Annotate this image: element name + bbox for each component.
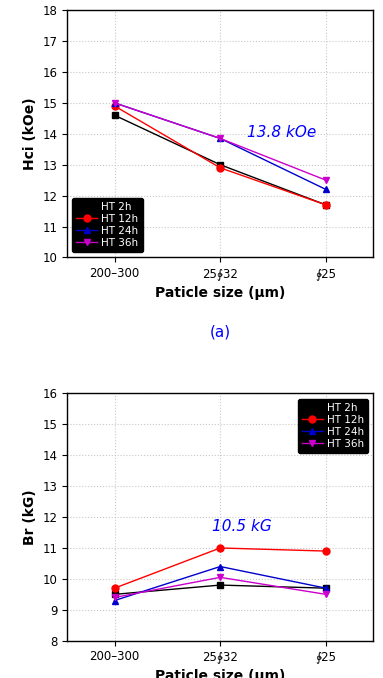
Text: 10.5 kG: 10.5 kG [212,519,272,534]
HT 2h [112,591,117,599]
Line: HT 24h: HT 24h [111,563,329,604]
HT 2h [218,161,223,169]
HT 36h [218,574,223,582]
Line: HT 24h: HT 24h [111,100,329,193]
HT 2h [112,111,117,119]
Line: HT 12h: HT 12h [111,102,329,208]
Line: HT 2h: HT 2h [111,582,329,598]
Line: HT 2h: HT 2h [111,112,329,208]
HT 12h [218,544,223,552]
HT 24h [112,597,117,605]
Line: HT 36h: HT 36h [111,574,329,601]
HT 36h [324,591,328,599]
HT 36h [324,176,328,184]
HT 12h [324,547,328,555]
Legend: HT 2h, HT 12h, HT 24h, HT 36h: HT 2h, HT 12h, HT 24h, HT 36h [298,399,368,453]
X-axis label: Paticle size (μm): Paticle size (μm) [155,669,285,678]
HT 12h [112,102,117,110]
HT 12h [218,163,223,172]
Y-axis label: Br (kG): Br (kG) [23,490,37,545]
HT 36h [112,99,117,107]
HT 2h [218,581,223,589]
HT 24h [112,99,117,107]
HT 12h [112,584,117,593]
X-axis label: Paticle size (μm): Paticle size (μm) [155,285,285,300]
HT 2h [324,584,328,593]
Legend: HT 2h, HT 12h, HT 24h, HT 36h: HT 2h, HT 12h, HT 24h, HT 36h [72,198,143,252]
Y-axis label: Hci (kOe): Hci (kOe) [23,98,37,170]
HT 24h [218,134,223,142]
HT 2h [324,201,328,209]
Line: HT 36h: HT 36h [111,100,329,184]
HT 24h [218,563,223,571]
Text: 13.8 kOe: 13.8 kOe [247,125,316,140]
HT 24h [324,584,328,593]
HT 36h [112,593,117,601]
Text: (a): (a) [210,324,231,339]
HT 36h [218,134,223,142]
HT 24h [324,185,328,193]
Line: HT 12h: HT 12h [111,544,329,592]
HT 12h [324,201,328,209]
